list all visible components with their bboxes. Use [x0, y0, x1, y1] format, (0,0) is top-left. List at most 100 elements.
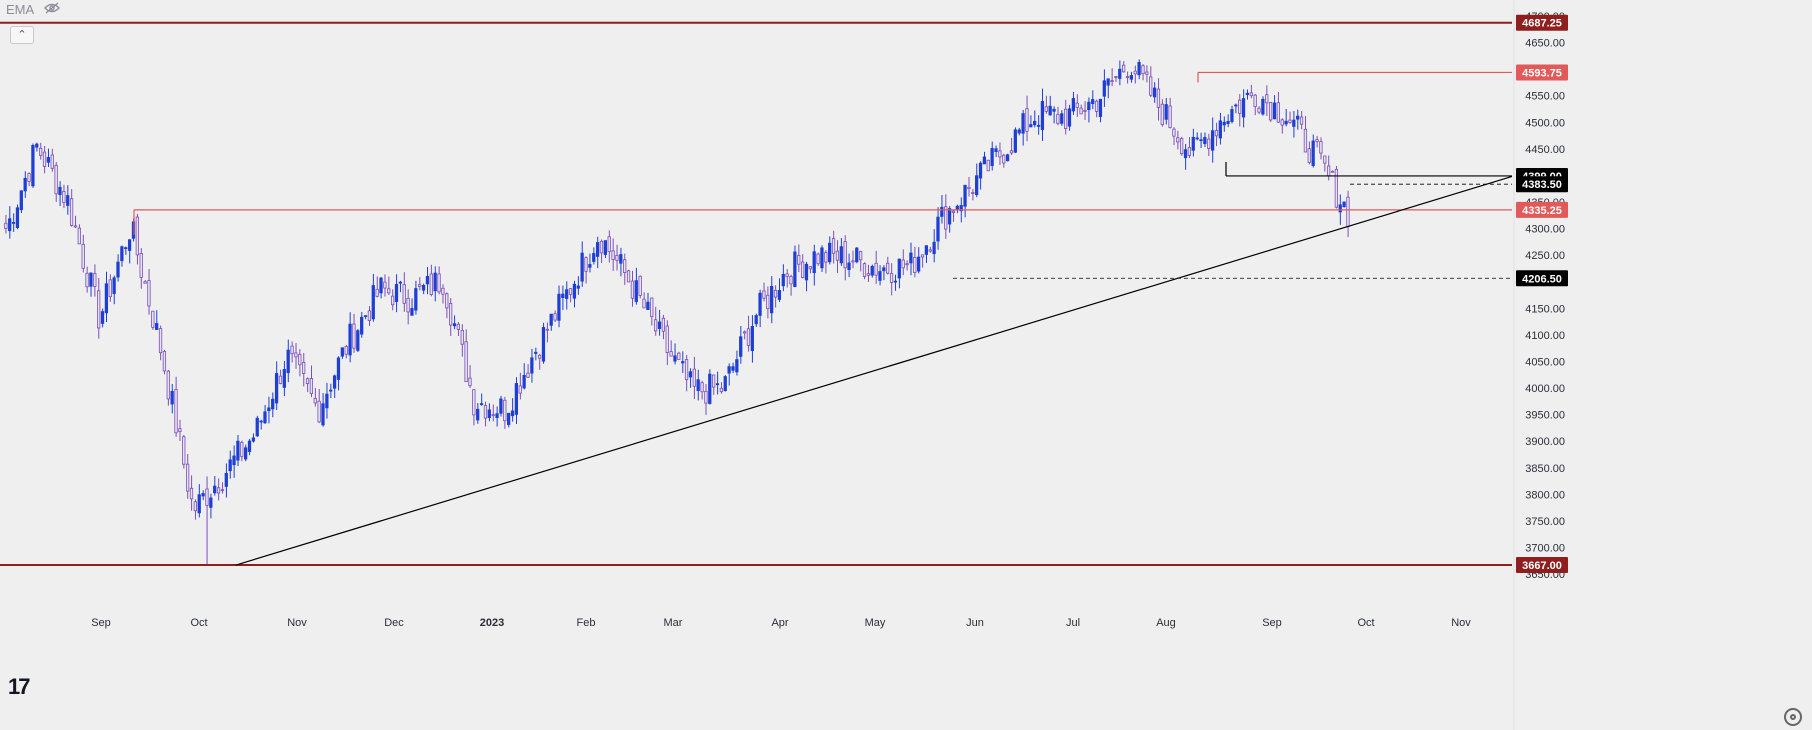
candle-body — [309, 378, 314, 395]
candle-body — [603, 240, 607, 255]
y-tick-label: 4500.00 — [1525, 117, 1565, 129]
x-tick-label: Jul — [1066, 617, 1080, 629]
candle-body — [499, 398, 503, 414]
candle-body — [1268, 101, 1273, 121]
candle-body — [975, 175, 979, 196]
candle-body — [197, 494, 201, 514]
candle-body — [1079, 107, 1083, 115]
candle-body — [151, 310, 155, 328]
candle-body — [588, 264, 592, 268]
candle-body — [50, 154, 54, 169]
candle-body — [684, 359, 689, 381]
candle-body — [522, 374, 526, 389]
candle-body — [158, 328, 163, 354]
candle-body — [1033, 120, 1037, 126]
candle-body — [967, 186, 971, 190]
candle-body — [928, 249, 932, 252]
candle-body — [553, 313, 557, 321]
candle-body — [665, 325, 669, 353]
candle-body — [85, 272, 89, 288]
candle-body — [1110, 80, 1114, 82]
indicator-label[interactable]: EMA — [6, 2, 35, 17]
candle-body — [518, 385, 522, 394]
candle-body — [66, 195, 70, 206]
x-tick-label: Sep — [1262, 617, 1282, 629]
x-tick-label: Aug — [1156, 617, 1176, 629]
candle-body — [526, 372, 530, 378]
candle-body — [340, 347, 344, 357]
chevron-up-icon[interactable]: ⌃ — [10, 26, 34, 44]
candle-body — [1133, 70, 1137, 75]
candle-body — [669, 351, 673, 357]
candle-body — [793, 251, 797, 288]
price-label: 4383.50 — [1522, 179, 1562, 191]
candle-body — [209, 497, 213, 508]
candle-body — [464, 341, 468, 383]
candle-body — [1326, 165, 1331, 177]
candle-body — [97, 290, 101, 329]
candle-body — [561, 293, 565, 298]
candle-body — [387, 288, 391, 294]
candle-body — [804, 263, 809, 281]
candle-body — [143, 281, 147, 284]
candle-body — [1044, 106, 1048, 112]
candle-body — [1199, 139, 1203, 142]
candle-body — [1276, 102, 1280, 123]
candle-body — [448, 302, 453, 326]
candle-body — [402, 284, 406, 304]
candle-body — [282, 369, 286, 388]
candle-body — [986, 159, 990, 172]
candle-body — [893, 280, 898, 283]
price-label-box — [1516, 176, 1568, 193]
price-label-box — [1516, 270, 1568, 287]
trendline[interactable] — [235, 175, 1513, 566]
x-tick-label: Apr — [771, 617, 788, 629]
candle-body — [758, 292, 762, 316]
candle-body — [124, 247, 128, 250]
candle-body — [704, 390, 708, 404]
gear-icon[interactable] — [1784, 708, 1802, 726]
candle-body — [468, 377, 472, 387]
candle-body — [305, 378, 310, 385]
candle-body — [615, 255, 619, 261]
candle-body — [611, 250, 615, 260]
candle-body — [483, 405, 488, 419]
candle-body — [576, 285, 580, 289]
y-tick-label: 3700.00 — [1525, 542, 1565, 554]
candle-body — [909, 252, 913, 264]
candle-body — [592, 253, 596, 262]
candle-body — [166, 370, 170, 400]
candle-body — [216, 487, 221, 494]
candle-body — [824, 252, 828, 263]
candle-body — [514, 383, 519, 415]
candle-body — [1164, 104, 1168, 120]
candle-body — [360, 316, 364, 335]
candle-body — [797, 255, 801, 265]
candle-body — [313, 397, 317, 404]
candle-body — [193, 501, 197, 512]
candle-body — [1009, 150, 1014, 154]
eye-slash-icon[interactable] — [44, 2, 61, 17]
candle-body — [886, 262, 890, 274]
candle-body — [1261, 98, 1265, 115]
candle-body — [182, 436, 186, 465]
candle-body — [23, 177, 27, 192]
candle-body — [332, 375, 337, 389]
candle-body — [1075, 102, 1079, 108]
candle-body — [882, 267, 886, 272]
candle-body — [917, 256, 921, 272]
candle-body — [723, 376, 727, 392]
candle-body — [1342, 201, 1346, 208]
candle-body — [584, 257, 588, 272]
candle-body — [356, 330, 360, 351]
candle-body — [770, 286, 774, 314]
candle-body — [189, 487, 194, 500]
candle-body — [947, 208, 952, 225]
candle-body — [557, 293, 561, 321]
candle-body — [739, 336, 743, 357]
candle-body — [568, 288, 573, 295]
candle-body — [920, 254, 925, 258]
candle-body — [843, 241, 847, 269]
